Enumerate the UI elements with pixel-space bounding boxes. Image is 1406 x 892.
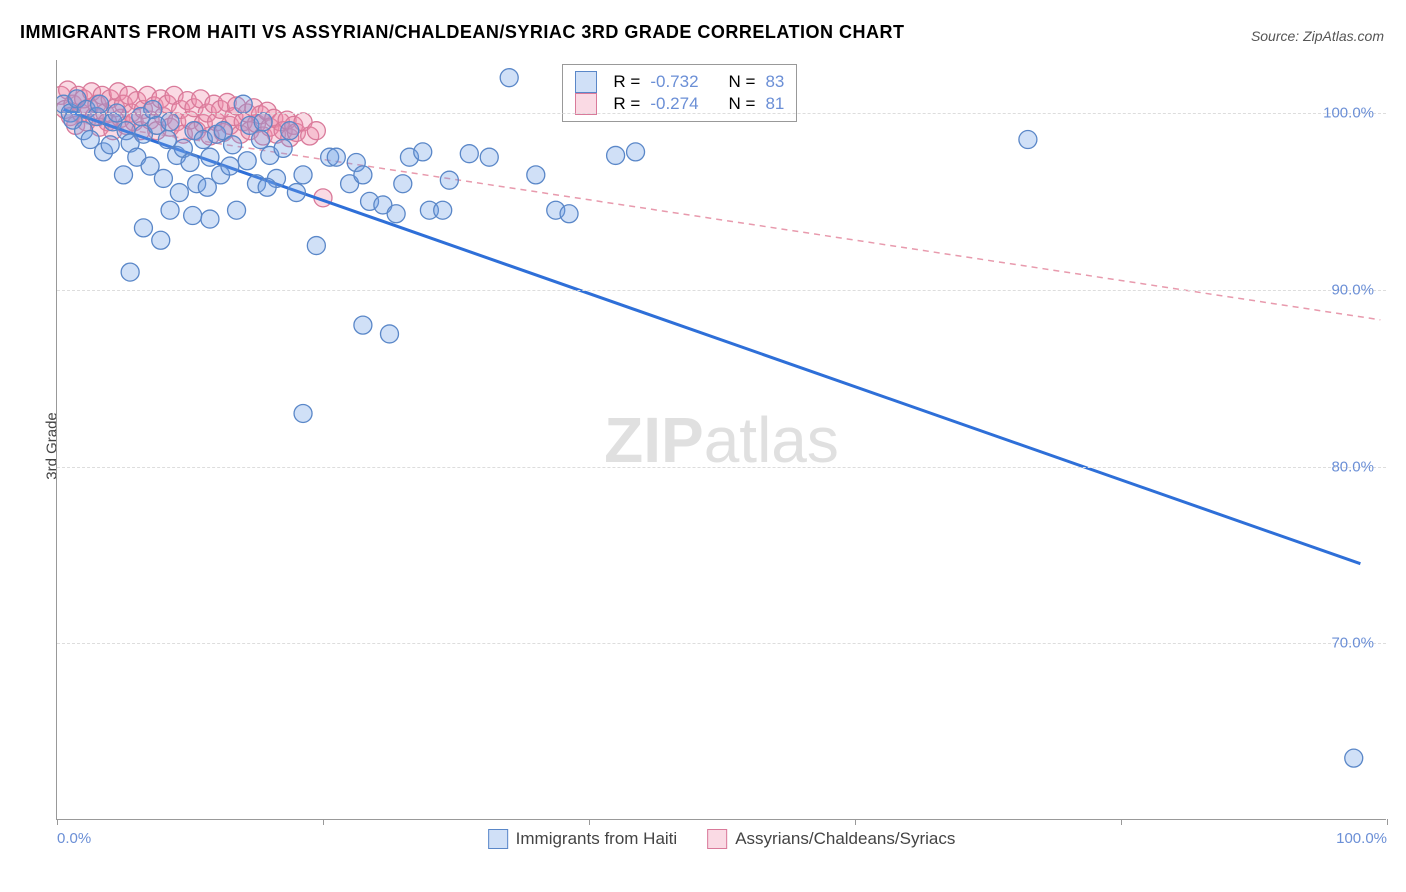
plot-area: ZIPatlas R = -0.732 N = 83 R = -0.274 N … <box>56 60 1386 820</box>
n-label-b: N = <box>729 94 756 114</box>
gridline <box>57 643 1386 644</box>
chart-area: ZIPatlas R = -0.732 N = 83 R = -0.274 N … <box>56 60 1386 820</box>
data-point-a <box>121 263 139 281</box>
stats-row-b: R = -0.274 N = 81 <box>575 93 784 115</box>
n-label-a: N = <box>729 72 756 92</box>
data-point-a <box>144 100 162 118</box>
y-tick-label: 70.0% <box>1331 635 1374 652</box>
data-point-a <box>440 171 458 189</box>
swatch-series-a <box>575 71 597 93</box>
data-point-a <box>224 136 242 154</box>
y-tick-label: 90.0% <box>1331 281 1374 298</box>
data-point-a <box>381 325 399 343</box>
data-point-a <box>1019 131 1037 149</box>
data-point-a <box>354 166 372 184</box>
chart-container: IMMIGRANTS FROM HAITI VS ASSYRIAN/CHALDE… <box>0 0 1406 892</box>
data-point-a <box>354 316 372 334</box>
data-point-a <box>287 184 305 202</box>
data-point-a <box>274 139 292 157</box>
data-point-b <box>307 122 325 140</box>
y-tick-label: 100.0% <box>1323 105 1374 122</box>
r-label-a: R = <box>613 72 640 92</box>
data-point-a <box>154 169 172 187</box>
data-point-a <box>394 175 412 193</box>
plot-svg <box>57 60 1387 820</box>
x-tick-mark <box>855 819 856 825</box>
data-point-a <box>434 201 452 219</box>
x-tick-mark <box>1387 819 1388 825</box>
data-point-a <box>251 131 269 149</box>
data-point-a <box>161 113 179 131</box>
data-point-a <box>91 95 109 113</box>
swatch-series-b <box>575 93 597 115</box>
x-tick-mark <box>57 819 58 825</box>
y-tick-label: 80.0% <box>1331 458 1374 475</box>
data-point-a <box>560 205 578 223</box>
stats-row-a: R = -0.732 N = 83 <box>575 71 784 93</box>
n-value-b: 81 <box>765 94 784 114</box>
data-point-a <box>294 166 312 184</box>
r-label-b: R = <box>613 94 640 114</box>
data-point-a <box>627 143 645 161</box>
r-value-a: -0.732 <box>650 72 698 92</box>
x-tick-label: 100.0% <box>1336 830 1387 847</box>
data-point-a <box>221 157 239 175</box>
legend-item-b: Assyrians/Chaldeans/Syriacs <box>707 829 955 849</box>
data-point-a <box>115 166 133 184</box>
data-point-a <box>281 122 299 140</box>
data-point-a <box>184 207 202 225</box>
data-point-a <box>101 136 119 154</box>
data-point-a <box>254 113 272 131</box>
n-value-a: 83 <box>765 72 784 92</box>
data-point-a <box>161 201 179 219</box>
x-tick-mark <box>323 819 324 825</box>
legend-label-a: Immigrants from Haiti <box>516 829 678 849</box>
legend-label-b: Assyrians/Chaldeans/Syriacs <box>735 829 955 849</box>
chart-title: IMMIGRANTS FROM HAITI VS ASSYRIAN/CHALDE… <box>20 22 905 43</box>
source-attribution: Source: ZipAtlas.com <box>1251 28 1384 44</box>
series-legend: Immigrants from Haiti Assyrians/Chaldean… <box>488 829 956 849</box>
x-tick-mark <box>1121 819 1122 825</box>
legend-swatch-b <box>707 829 727 849</box>
data-point-a <box>500 69 518 87</box>
data-point-a <box>158 131 176 149</box>
legend-swatch-a <box>488 829 508 849</box>
gridline <box>57 467 1386 468</box>
data-point-a <box>170 184 188 202</box>
data-point-a <box>414 143 432 161</box>
data-point-a <box>460 145 478 163</box>
gridline <box>57 290 1386 291</box>
data-point-a <box>527 166 545 184</box>
r-value-b: -0.274 <box>650 94 698 114</box>
data-point-a <box>294 404 312 422</box>
legend-item-a: Immigrants from Haiti <box>488 829 678 849</box>
data-point-a <box>387 205 405 223</box>
data-point-a <box>258 178 276 196</box>
data-point-a <box>152 231 170 249</box>
data-point-a <box>201 148 219 166</box>
data-point-a <box>1345 749 1363 767</box>
data-point-a <box>307 237 325 255</box>
data-point-a <box>134 219 152 237</box>
data-point-a <box>327 148 345 166</box>
data-point-a <box>234 95 252 113</box>
x-tick-mark <box>589 819 590 825</box>
data-point-a <box>607 146 625 164</box>
data-point-a <box>228 201 246 219</box>
data-point-a <box>201 210 219 228</box>
data-point-a <box>181 154 199 172</box>
data-point-a <box>480 148 498 166</box>
x-tick-label: 0.0% <box>57 830 91 847</box>
data-point-a <box>238 152 256 170</box>
gridline <box>57 113 1386 114</box>
